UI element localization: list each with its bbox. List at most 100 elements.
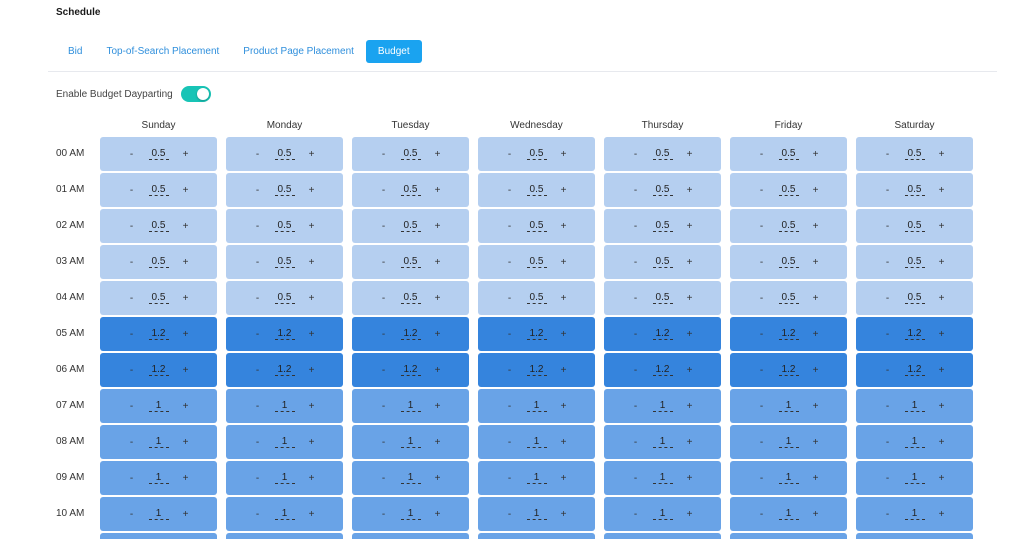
budget-dayparting-toggle[interactable] (180, 86, 211, 102)
increment-button[interactable]: + (182, 472, 189, 484)
decrement-button[interactable]: - (129, 400, 134, 412)
increment-button[interactable]: + (560, 328, 567, 340)
increment-button[interactable]: + (560, 184, 567, 196)
budget-value[interactable]: 0.5 (148, 184, 169, 196)
increment-button[interactable]: + (560, 292, 567, 304)
budget-value[interactable]: 1 (400, 508, 421, 520)
increment-button[interactable]: + (182, 220, 189, 232)
budget-value[interactable]: 0.5 (652, 256, 673, 268)
increment-button[interactable]: + (308, 328, 315, 340)
budget-value[interactable]: 0.5 (526, 148, 547, 160)
increment-button[interactable]: + (308, 400, 315, 412)
increment-button[interactable]: + (938, 256, 945, 268)
increment-button[interactable]: + (686, 472, 693, 484)
decrement-button[interactable]: - (885, 292, 890, 304)
budget-value[interactable]: 1 (148, 436, 169, 448)
tab-product-page-placement[interactable]: Product Page Placement (243, 46, 354, 57)
decrement-button[interactable]: - (759, 220, 764, 232)
increment-button[interactable]: + (686, 508, 693, 520)
decrement-button[interactable]: - (129, 328, 134, 340)
increment-button[interactable]: + (434, 472, 441, 484)
budget-value[interactable]: 0.5 (400, 292, 421, 304)
increment-button[interactable]: + (812, 184, 819, 196)
increment-button[interactable]: + (560, 472, 567, 484)
increment-button[interactable]: + (560, 400, 567, 412)
decrement-button[interactable]: - (381, 292, 386, 304)
increment-button[interactable]: + (308, 220, 315, 232)
decrement-button[interactable]: - (129, 436, 134, 448)
decrement-button[interactable]: - (885, 364, 890, 376)
budget-value[interactable]: 0.5 (148, 292, 169, 304)
decrement-button[interactable]: - (381, 436, 386, 448)
budget-value[interactable]: 1 (526, 508, 547, 520)
decrement-button[interactable]: - (633, 364, 638, 376)
decrement-button[interactable]: - (255, 472, 260, 484)
increment-button[interactable]: + (938, 220, 945, 232)
budget-value[interactable]: 1 (274, 400, 295, 412)
decrement-button[interactable]: - (633, 184, 638, 196)
increment-button[interactable]: + (812, 328, 819, 340)
budget-value[interactable]: 1 (148, 472, 169, 484)
increment-button[interactable]: + (182, 436, 189, 448)
increment-button[interactable]: + (560, 508, 567, 520)
decrement-button[interactable]: - (129, 220, 134, 232)
decrement-button[interactable]: - (885, 184, 890, 196)
budget-value[interactable]: 0.5 (274, 184, 295, 196)
budget-value[interactable]: 1 (904, 508, 925, 520)
increment-button[interactable]: + (182, 184, 189, 196)
increment-button[interactable]: + (434, 328, 441, 340)
budget-value[interactable]: 1 (148, 508, 169, 520)
decrement-button[interactable]: - (633, 328, 638, 340)
budget-value[interactable]: 0.5 (652, 220, 673, 232)
increment-button[interactable]: + (182, 256, 189, 268)
budget-value[interactable]: 1 (778, 472, 799, 484)
increment-button[interactable]: + (812, 400, 819, 412)
decrement-button[interactable]: - (381, 508, 386, 520)
increment-button[interactable]: + (686, 292, 693, 304)
budget-value[interactable]: 0.5 (400, 184, 421, 196)
budget-value[interactable]: 1.2 (274, 364, 295, 376)
decrement-button[interactable]: - (759, 328, 764, 340)
budget-value[interactable]: 1.2 (148, 328, 169, 340)
increment-button[interactable]: + (560, 364, 567, 376)
decrement-button[interactable]: - (633, 472, 638, 484)
budget-value[interactable]: 1 (400, 400, 421, 412)
decrement-button[interactable]: - (633, 436, 638, 448)
budget-value[interactable]: 1.2 (274, 328, 295, 340)
increment-button[interactable]: + (686, 184, 693, 196)
budget-value[interactable]: 1 (274, 508, 295, 520)
decrement-button[interactable]: - (759, 184, 764, 196)
budget-value[interactable]: 1.2 (148, 364, 169, 376)
budget-value[interactable]: 0.5 (148, 256, 169, 268)
decrement-button[interactable]: - (633, 148, 638, 160)
budget-value[interactable]: 1 (274, 472, 295, 484)
budget-value[interactable]: 0.5 (778, 148, 799, 160)
budget-value[interactable]: 1 (904, 436, 925, 448)
increment-button[interactable]: + (686, 436, 693, 448)
budget-value[interactable]: 1 (526, 436, 547, 448)
budget-value[interactable]: 0.5 (148, 220, 169, 232)
decrement-button[interactable]: - (633, 292, 638, 304)
budget-value[interactable]: 0.5 (400, 220, 421, 232)
decrement-button[interactable]: - (381, 364, 386, 376)
decrement-button[interactable]: - (759, 472, 764, 484)
increment-button[interactable]: + (686, 148, 693, 160)
decrement-button[interactable]: - (507, 256, 512, 268)
budget-value[interactable]: 0.5 (274, 292, 295, 304)
decrement-button[interactable]: - (255, 256, 260, 268)
decrement-button[interactable]: - (633, 220, 638, 232)
budget-value[interactable]: 1 (778, 400, 799, 412)
decrement-button[interactable]: - (507, 220, 512, 232)
increment-button[interactable]: + (434, 184, 441, 196)
increment-button[interactable]: + (686, 220, 693, 232)
increment-button[interactable]: + (686, 256, 693, 268)
budget-value[interactable]: 1 (526, 472, 547, 484)
budget-value[interactable]: 0.5 (904, 220, 925, 232)
budget-value[interactable]: 1.2 (400, 364, 421, 376)
increment-button[interactable]: + (686, 328, 693, 340)
budget-value[interactable]: 1 (526, 400, 547, 412)
decrement-button[interactable]: - (129, 472, 134, 484)
budget-value[interactable]: 0.5 (778, 292, 799, 304)
budget-value[interactable]: 1.2 (652, 364, 673, 376)
decrement-button[interactable]: - (507, 184, 512, 196)
